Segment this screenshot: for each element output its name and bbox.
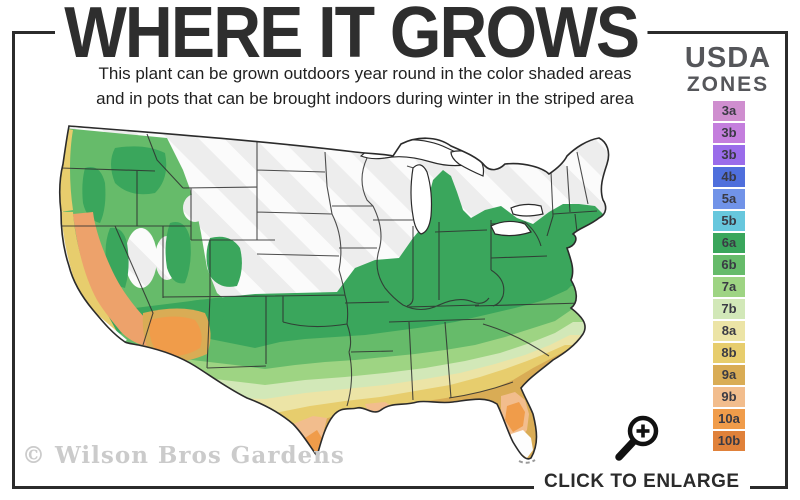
watermark: © Wilson Bros Gardens (22, 442, 345, 469)
legend-zone-label: 9b (721, 389, 737, 404)
legend-zone-swatch: 3a (713, 101, 745, 121)
usda-zones-map[interactable] (55, 108, 675, 468)
legend-zone-label: 10b (717, 433, 741, 448)
legend-title-usda: USDA (684, 42, 772, 74)
legend-zone-swatch: 10a (713, 409, 745, 429)
legend-zone-swatch: 9b (713, 387, 745, 407)
legend-zone-label: 5a (721, 191, 737, 206)
legend-zone-swatch: 5b (713, 211, 745, 231)
legend-zone-label: 5b (721, 213, 737, 228)
legend-zone-label: 7b (721, 301, 737, 316)
legend-zone-label: 8b (721, 345, 737, 360)
legend-zone-label: 6b (721, 257, 737, 272)
legend-zone-label: 3b (721, 147, 737, 162)
legend-zone-swatch: 8a (713, 321, 745, 341)
legend-zone-label: 3a (721, 103, 737, 118)
legend-zone-swatch: 9a (713, 365, 745, 385)
legend-zone-label: 8a (721, 323, 737, 338)
legend-zone-swatch: 5a (713, 189, 745, 209)
legend-zone-label: 7a (721, 279, 737, 294)
legend-title-zones: ZONES (686, 73, 770, 96)
legend-zone-swatch: 3b (713, 145, 745, 165)
legend-zone-swatch: 6b (713, 255, 745, 275)
usda-zones-legend: 3a 3b 3b 4b 5a 5b 6a 6b 7a 7b 8a 8b 9a 9… (713, 101, 745, 453)
legend-zone-swatch: 4b (713, 167, 745, 187)
subtitle-line-2: and in pots that can be brought indoors … (96, 88, 634, 108)
legend-zone-label: 9a (721, 367, 737, 382)
usda-zones-legend-title: USDA ZONES (672, 42, 784, 97)
legend-zone-swatch: 3b (713, 123, 745, 143)
legend-zone-swatch: 10b (713, 431, 745, 451)
subtitle: This plant can be grown outdoors year ro… (15, 62, 715, 111)
subtitle-line-1: This plant can be grown outdoors year ro… (98, 64, 632, 83)
legend-zone-swatch: 6a (713, 233, 745, 253)
page-title: WHERE IT GROWS (55, 0, 648, 74)
click-to-enlarge-button[interactable]: CLICK TO ENLARGE (534, 471, 750, 493)
legend-zone-swatch: 8b (713, 343, 745, 363)
legend-zone-swatch: 7b (713, 299, 745, 319)
us-map-graphic (58, 125, 610, 464)
legend-zone-label: 3b (721, 125, 737, 140)
legend-zone-label: 4b (721, 169, 737, 184)
legend-zone-swatch: 7a (713, 277, 745, 297)
legend-zone-label: 6a (721, 235, 737, 250)
zoom-in-icon[interactable] (610, 412, 666, 468)
legend-zone-label: 10a (718, 411, 740, 426)
